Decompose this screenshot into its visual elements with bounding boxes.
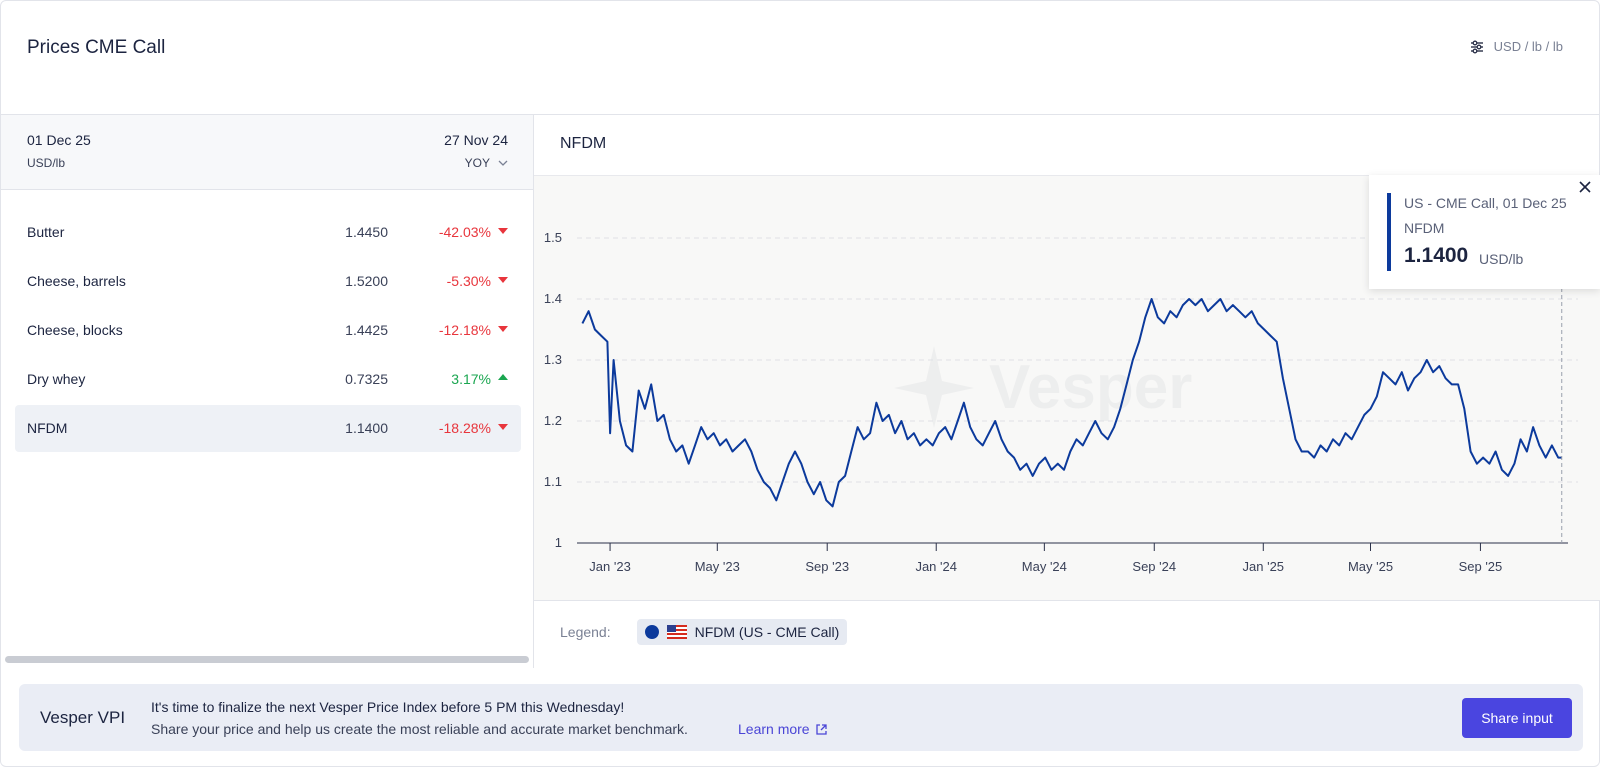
- price-rows: Butter 1.4450 -42.03% Cheese, barrels 1.…: [15, 209, 521, 454]
- y-tick-label: 1.1: [544, 474, 562, 489]
- price-list-panel: 01 Dec 25 USD/lb 27 Nov 24 YOY Butter 1.…: [1, 115, 534, 668]
- legend-label: Legend:: [560, 624, 611, 640]
- banner-headline: It's time to finalize the next Vesper Pr…: [151, 699, 625, 715]
- y-tick-label: 1.3: [544, 352, 562, 367]
- product-change: -5.30%: [446, 273, 491, 289]
- price-list-header: 01 Dec 25 USD/lb 27 Nov 24 YOY: [1, 115, 533, 190]
- product-change: 3.17%: [451, 371, 491, 387]
- vpi-banner: Vesper VPI It's time to finalize the nex…: [19, 684, 1583, 751]
- chart-legend: Legend: NFDM (US - CME Call): [560, 619, 848, 645]
- y-tick-label: 1.2: [544, 413, 562, 428]
- product-value: 1.4425: [345, 322, 388, 338]
- x-tick-label: Jan '23: [589, 559, 631, 574]
- arrow-down-icon: [498, 326, 508, 332]
- compare-mode-dropdown[interactable]: YOY: [465, 156, 508, 170]
- arrow-down-icon: [498, 277, 508, 283]
- arrow-up-icon: [498, 374, 508, 380]
- card-header: Prices CME Call USD / lb / lb: [1, 1, 1600, 115]
- arrow-down-icon: [498, 228, 508, 234]
- chart-tooltip: US - CME Call, 01 Dec 25 NFDM 1.1400 USD…: [1369, 175, 1600, 289]
- chart-grid: [577, 237, 1578, 483]
- product-name: Cheese, barrels: [27, 273, 126, 289]
- current-unit: USD/lb: [27, 156, 66, 170]
- x-tick-label: Jan '24: [915, 559, 957, 574]
- chart-panel: NFDM Vesper 1 1.1 1.2 1.3 1.4 1.5 Jan '23 May …: [534, 115, 1600, 668]
- x-tick-label: May '24: [1022, 559, 1067, 574]
- product-value: 1.5200: [345, 273, 388, 289]
- arrow-down-icon: [498, 424, 508, 430]
- x-tick-label: Jan '25: [1243, 559, 1285, 574]
- chevron-down-icon: [498, 160, 508, 166]
- legend-item[interactable]: NFDM (US - CME Call): [636, 619, 848, 645]
- product-value: 0.7325: [345, 371, 388, 387]
- product-value: 1.1400: [345, 420, 388, 436]
- series-line-nfdm: [581, 298, 1562, 508]
- list-item[interactable]: Cheese, barrels 1.5200 -5.30%: [15, 258, 521, 305]
- horizontal-scrollbar[interactable]: [5, 656, 529, 663]
- product-name: Cheese, blocks: [27, 322, 123, 338]
- learn-more-link[interactable]: Learn more: [738, 721, 828, 737]
- y-tick-label: 1.4: [544, 291, 562, 306]
- list-item-selected[interactable]: NFDM 1.1400 -18.28%: [15, 405, 521, 452]
- tooltip-source-date: US - CME Call, 01 Dec 25: [1404, 195, 1567, 211]
- product-name: NFDM: [27, 420, 68, 436]
- product-value: 1.4450: [345, 224, 388, 240]
- y-axis-ticks: 1 1.1 1.2 1.3 1.4 1.5: [544, 230, 562, 550]
- unit-selector[interactable]: USD / lb / lb: [1470, 39, 1563, 54]
- x-tick-label: Sep '25: [1459, 559, 1503, 574]
- y-tick-label: 1: [555, 535, 562, 550]
- y-tick-label: 1.5: [544, 230, 562, 245]
- tooltip-series-bar: [1387, 193, 1391, 271]
- tooltip-series-name: NFDM: [1404, 220, 1445, 236]
- line-chart[interactable]: Vesper 1 1.1 1.2 1.3 1.4 1.5 Jan '23 May '23 Se…: [534, 176, 1600, 602]
- product-change: -42.03%: [438, 224, 491, 240]
- banner-brand: Vesper VPI: [40, 708, 126, 727]
- learn-more-label: Learn more: [738, 721, 810, 737]
- banner-body: Share your price and help us create the …: [151, 721, 688, 737]
- x-tick-label: Sep '24: [1132, 559, 1176, 574]
- x-axis: Jan '23 May '23 Sep '23 Jan '24 May '24 Sep '…: [577, 542, 1568, 574]
- compare-date: 27 Nov 24: [444, 132, 508, 148]
- tooltip-unit: USD/lb: [1479, 251, 1524, 267]
- list-item[interactable]: Cheese, blocks 1.4425 -12.18%: [15, 307, 521, 354]
- product-change: -18.28%: [438, 420, 491, 436]
- vesper-watermark: Vesper: [894, 346, 1192, 428]
- x-tick-label: May '25: [1348, 559, 1393, 574]
- tooltip-value: 1.1400: [1404, 244, 1469, 267]
- watermark-text: Vesper: [989, 353, 1192, 422]
- list-item[interactable]: Dry whey 0.7325 3.17%: [15, 356, 521, 403]
- us-flag-icon: [666, 625, 687, 639]
- list-item[interactable]: Butter 1.4450 -42.03%: [15, 209, 521, 256]
- series-color-dot: [644, 625, 659, 639]
- sliders-icon: [1470, 40, 1483, 53]
- product-name: Butter: [27, 224, 65, 240]
- compare-mode-label: YOY: [464, 156, 490, 170]
- external-link-icon: [815, 723, 827, 735]
- product-name: Dry whey: [27, 371, 86, 387]
- product-change: -12.18%: [438, 322, 491, 338]
- share-input-button[interactable]: Share input: [1462, 698, 1572, 738]
- current-date: 01 Dec 25: [27, 132, 91, 148]
- legend-item-label: NFDM (US - CME Call): [694, 624, 840, 640]
- page-title: Prices CME Call: [27, 37, 166, 58]
- x-tick-label: May '23: [695, 559, 740, 574]
- unit-selector-label: USD / lb / lb: [1493, 39, 1563, 54]
- close-icon[interactable]: [1578, 180, 1592, 194]
- chart-title: NFDM: [560, 135, 607, 152]
- x-tick-label: Sep '23: [805, 559, 849, 574]
